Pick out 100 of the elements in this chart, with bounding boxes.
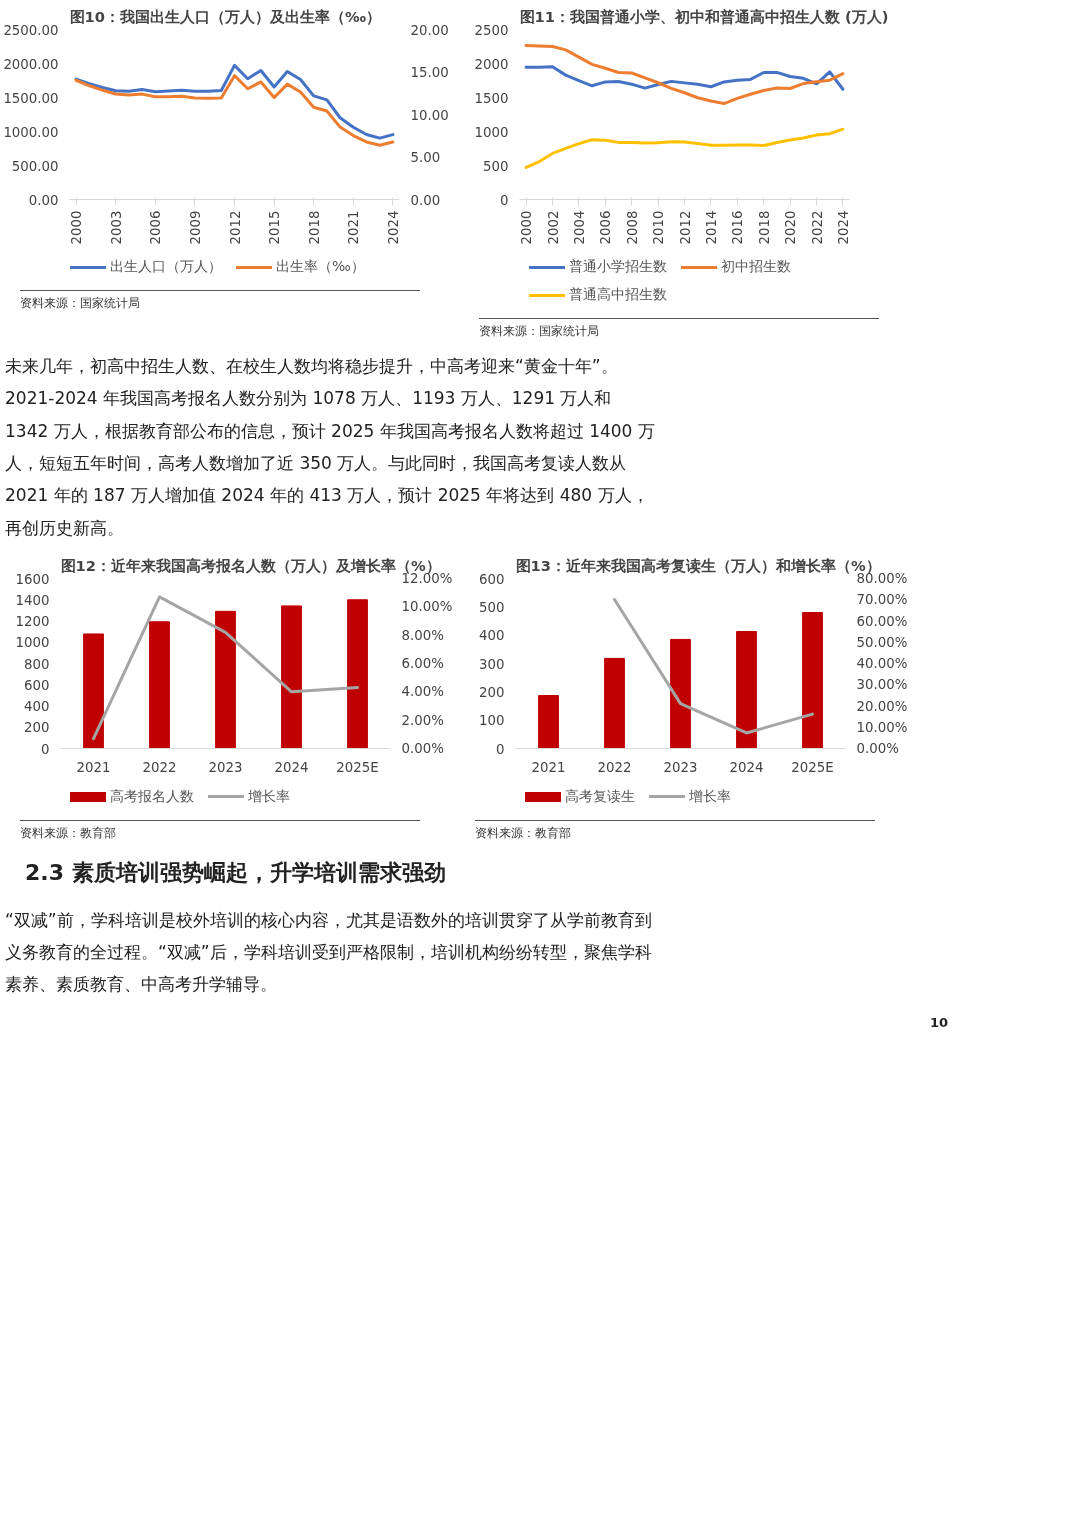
y2-tick-label: 5.00 <box>410 150 441 165</box>
legend-label: 普通小学招生数 <box>568 257 667 276</box>
text: 资料来源：教育部 <box>20 824 116 842</box>
y-tick-label: 400 <box>24 698 50 714</box>
y-tick-label: 0 <box>41 741 50 757</box>
y-tick-label: 2000.00 <box>3 56 59 72</box>
legend-label: 增长率 <box>688 786 731 806</box>
y2-tick-label: 0.00% <box>401 740 444 756</box>
x-tick-label: 2024 <box>835 210 851 245</box>
x-tick-label: 2006 <box>598 210 614 245</box>
x-tick-label: 2014 <box>703 210 719 245</box>
x-tick-label: 2025E <box>791 759 834 775</box>
y2-tick-label: 60.00% <box>856 613 908 629</box>
bar <box>149 621 170 749</box>
legend-label: 增长率 <box>247 786 290 806</box>
y2-tick-label: 8.00% <box>401 627 444 643</box>
y-tick-label: 800 <box>24 656 50 672</box>
x-tick-label: 2010 <box>651 210 667 245</box>
bar <box>604 657 625 749</box>
bar <box>736 630 757 749</box>
line-series <box>92 595 359 741</box>
y-tick-label: 0 <box>496 741 505 757</box>
x-tick-label: 2024 <box>729 759 764 775</box>
line-series <box>524 65 845 91</box>
bar <box>83 633 104 749</box>
y2-tick-label: 10.00% <box>401 599 453 615</box>
text: 资料来源：教育部 <box>475 824 571 842</box>
x-tick-label: 2025E <box>336 759 379 775</box>
y2-tick-label: 40.00% <box>856 655 908 671</box>
x-tick-label: 2000 <box>519 210 535 245</box>
x-tick-label: 2021 <box>346 210 362 245</box>
line-series <box>613 597 814 735</box>
text: 2.3 素质培训强势崛起，升学培训需求强劲 <box>25 859 446 888</box>
text: “双减”前，学科培训是校外培训的核心内容，尤其是语数外的培训贯穿了从学前教育到义务教育的全过程。“双减”后，学科培训受到严格限制，培训机构纷纷转型，聚焦学科素养、素质教育、中高考升学辅导。 <box>5 908 653 997</box>
bar <box>670 638 691 749</box>
y-tick-label: 500 <box>483 158 509 174</box>
text: 未来几年，初高中招生人数、在校生人数均将稳步提升，中高考迎来“黄金十年”。2021-2024 年我国高考报名人数分别为 1078 万人、1193 万人、1291 万人和 1342 万人，根据教育部公布的信息，预计 2025 年我国高考报名人数将超过 1400 万人，短短五年时间，高考人数增加了近 350 万人。与此同时，我国高考复读人数从 2021 年的 187 万人增加值 2024 年的 413 万人，预计 2025 年将达到 480 万人，再创历史新高。 <box>5 355 655 540</box>
bar <box>347 599 368 749</box>
x-tick-label: 2012 <box>227 210 243 245</box>
bar <box>802 611 823 749</box>
x-tick-label: 2018 <box>756 210 772 245</box>
y-tick-label: 2500 <box>474 22 509 38</box>
y2-tick-label: 10.00 <box>410 107 449 123</box>
y-tick-label: 600 <box>24 677 50 693</box>
x-tick-label: 2022 <box>809 210 825 245</box>
bar <box>281 605 302 749</box>
y2-tick-label: 2.00% <box>401 712 444 728</box>
x-tick-label: 2023 <box>663 759 698 775</box>
y2-tick-label: 70.00% <box>856 592 908 608</box>
y-tick-label: 1000 <box>474 124 509 140</box>
x-tick-label: 2022 <box>597 759 632 775</box>
line-series <box>74 74 395 147</box>
y2-tick-label: 4.00% <box>401 684 444 700</box>
text: 10 <box>930 1013 949 1032</box>
x-tick-label: 2015 <box>267 210 283 245</box>
y2-tick-label: 30.00% <box>856 677 908 693</box>
chart-title: 图10：我国出生人口（万人）及出生率（‰） <box>69 7 381 25</box>
y-tick-label: 200 <box>479 684 505 700</box>
y-tick-label: 400 <box>479 628 505 644</box>
chart-title: 图13：近年来我国高考复读生（万人）和增长率（%） <box>515 556 881 574</box>
x-tick-label: 2006 <box>148 210 164 245</box>
y-tick-label: 1500.00 <box>3 90 59 106</box>
x-tick-label: 2018 <box>306 210 322 245</box>
y-tick-label: 1200 <box>15 613 50 629</box>
x-tick-label: 2024 <box>274 759 309 775</box>
line-series <box>524 44 845 106</box>
y-tick-label: 2500.00 <box>3 22 59 38</box>
y-tick-label: 1000.00 <box>3 124 59 140</box>
legend-label: 出生人口（万人） <box>109 257 222 276</box>
x-tick-label: 2009 <box>187 210 203 245</box>
y-tick-label: 500 <box>479 599 505 615</box>
text: 资料来源：国家统计局 <box>479 323 599 340</box>
y2-tick-label: 0.00 <box>410 192 441 208</box>
legend-label: 初中招生数 <box>720 257 791 276</box>
y-tick-label: 1600 <box>15 571 50 587</box>
y-tick-label: 600 <box>479 571 505 587</box>
y-tick-label: 200 <box>24 720 50 736</box>
legend-label: 普通高中招生数 <box>568 285 667 304</box>
x-tick-label: 2024 <box>385 210 401 245</box>
line-series <box>74 63 395 140</box>
x-tick-label: 2021 <box>76 759 111 775</box>
y2-tick-label: 15.00 <box>410 65 449 80</box>
y-tick-label: 300 <box>479 656 505 672</box>
bar <box>538 694 559 749</box>
x-tick-label: 2021 <box>531 759 566 775</box>
legend-label: 高考复读生 <box>564 786 635 806</box>
x-tick-label: 2003 <box>108 210 124 245</box>
x-tick-label: 2008 <box>624 210 640 245</box>
y2-tick-label: 6.00% <box>401 655 444 671</box>
y-tick-label: 2000 <box>474 56 509 72</box>
y2-tick-label: 0.00% <box>856 740 899 756</box>
text: 资料来源：国家统计局 <box>20 295 140 312</box>
x-tick-label: 2020 <box>783 210 799 245</box>
x-tick-label: 2022 <box>142 759 177 775</box>
y2-tick-label: 20.00 <box>410 22 449 38</box>
x-tick-label: 2016 <box>730 210 746 245</box>
chart-title: 图11：我国普通小学、初中和普通高中招生人数 (万人) <box>519 7 889 25</box>
bar <box>215 610 236 749</box>
y-tick-label: 100 <box>479 713 505 729</box>
y-tick-label: 1400 <box>15 592 50 608</box>
